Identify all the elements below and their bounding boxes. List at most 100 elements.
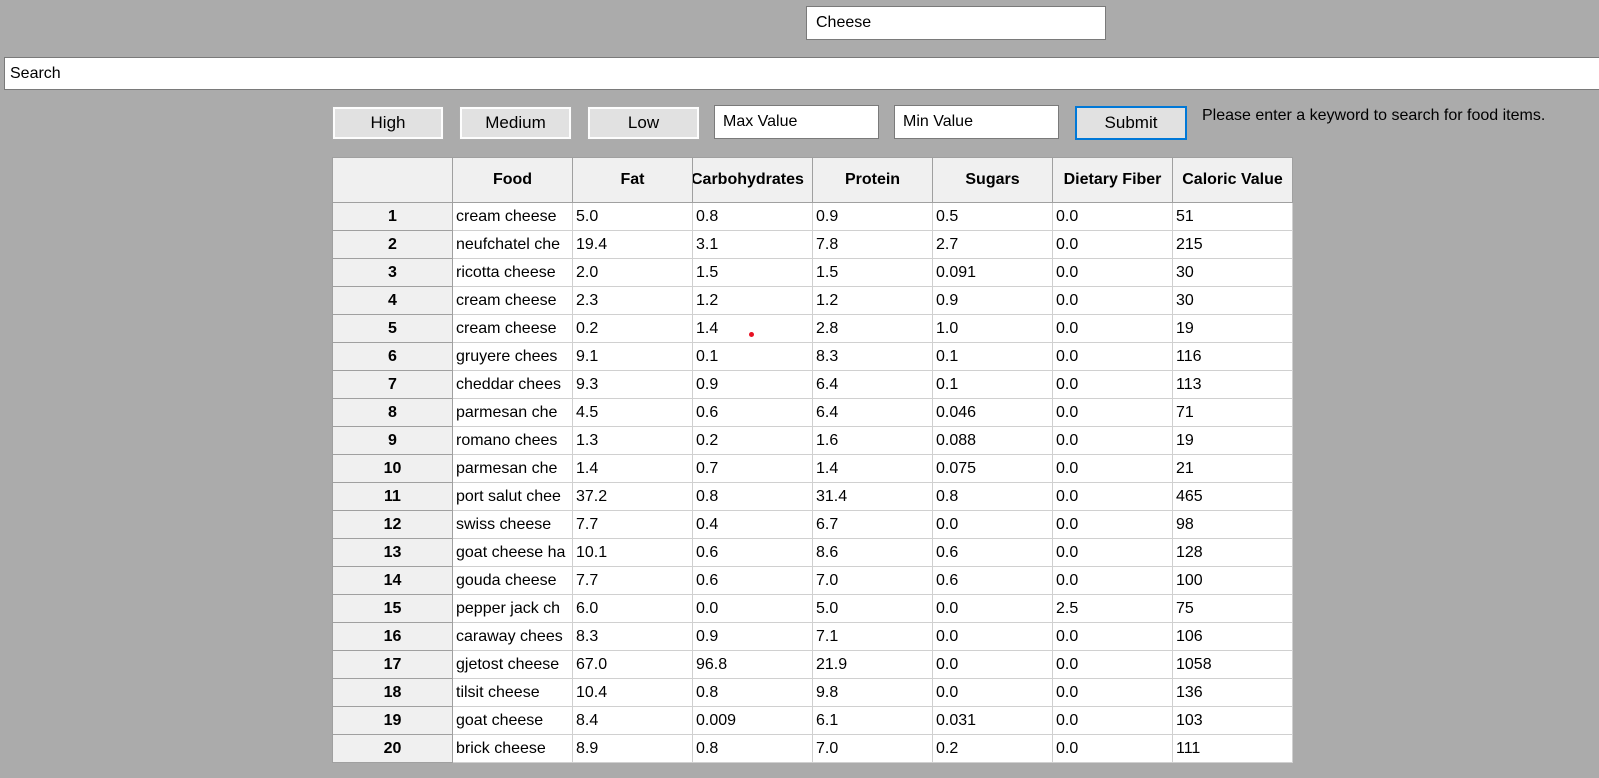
table-row[interactable]: 20 brick cheese 8.9 0.8 7.0 0.2 0.0 111: [332, 734, 1293, 763]
table-cell[interactable]: 67.0: [572, 650, 693, 679]
table-row[interactable]: 16 caraway chees 8.3 0.9 7.1 0.0 0.0 106: [332, 622, 1293, 651]
table-cell[interactable]: goat cheese: [452, 706, 573, 735]
table-cell[interactable]: 1.5: [692, 258, 813, 287]
table-cell[interactable]: port salut chee: [452, 482, 573, 511]
table-cell[interactable]: 0.0: [932, 678, 1053, 707]
table-cell[interactable]: 9.1: [572, 342, 693, 371]
table-cell[interactable]: 1.0: [932, 314, 1053, 343]
row-number-cell[interactable]: 10: [332, 454, 453, 483]
table-cell[interactable]: 111: [1172, 734, 1293, 763]
table-cell[interactable]: 75: [1172, 594, 1293, 623]
table-cell[interactable]: 0.046: [932, 398, 1053, 427]
min-value-input[interactable]: Min Value: [894, 105, 1059, 139]
table-cell[interactable]: 0.6: [692, 566, 813, 595]
table-cell[interactable]: 116: [1172, 342, 1293, 371]
table-cell[interactable]: 0.0: [932, 650, 1053, 679]
table-cell[interactable]: 21.9: [812, 650, 933, 679]
column-header[interactable]: Caloric Value: [1172, 157, 1293, 203]
table-cell[interactable]: 1.2: [692, 286, 813, 315]
table-row[interactable]: 17 gjetost cheese 67.0 96.8 21.9 0.0 0.0 1058: [332, 650, 1293, 679]
table-cell[interactable]: 30: [1172, 286, 1293, 315]
table-cell[interactable]: 0.6: [692, 398, 813, 427]
table-row[interactable]: 2 neufchatel che 19.4 3.1 7.8 2.7 0.0 215: [332, 230, 1293, 259]
table-cell[interactable]: 0.031: [932, 706, 1053, 735]
table-cell[interactable]: 0.9: [692, 622, 813, 651]
table-cell[interactable]: goat cheese ha: [452, 538, 573, 567]
row-number-cell[interactable]: 6: [332, 342, 453, 371]
table-cell[interactable]: 8.3: [812, 342, 933, 371]
table-row[interactable]: 13 goat cheese ha 10.1 0.6 8.6 0.6 0.0 128: [332, 538, 1293, 567]
table-cell[interactable]: 0.8: [692, 734, 813, 763]
table-cell[interactable]: 215: [1172, 230, 1293, 259]
table-cell[interactable]: tilsit cheese: [452, 678, 573, 707]
table-cell[interactable]: 0.0: [1052, 566, 1173, 595]
table-cell[interactable]: 7.7: [572, 566, 693, 595]
table-cell[interactable]: 98: [1172, 510, 1293, 539]
table-cell[interactable]: 0.8: [692, 202, 813, 231]
column-header[interactable]: Fat: [572, 157, 693, 203]
row-number-cell[interactable]: 7: [332, 370, 453, 399]
table-cell[interactable]: 1.3: [572, 426, 693, 455]
table-cell[interactable]: 1.5: [812, 258, 933, 287]
table-cell[interactable]: 6.0: [572, 594, 693, 623]
table-cell[interactable]: 21: [1172, 454, 1293, 483]
table-cell[interactable]: 10.4: [572, 678, 693, 707]
table-cell[interactable]: 0.6: [692, 538, 813, 567]
table-row[interactable]: 1 cream cheese 5.0 0.8 0.9 0.5 0.0 51: [332, 202, 1293, 231]
table-cell[interactable]: 0.0: [1052, 314, 1173, 343]
table-cell[interactable]: 0.0: [1052, 370, 1173, 399]
table-cell[interactable]: 4.5: [572, 398, 693, 427]
table-cell[interactable]: 0.075: [932, 454, 1053, 483]
row-number-cell[interactable]: 3: [332, 258, 453, 287]
table-cell[interactable]: 2.8: [812, 314, 933, 343]
row-number-cell[interactable]: 12: [332, 510, 453, 539]
table-row[interactable]: 6 gruyere chees 9.1 0.1 8.3 0.1 0.0 116: [332, 342, 1293, 371]
table-cell[interactable]: neufchatel che: [452, 230, 573, 259]
table-cell[interactable]: 9.8: [812, 678, 933, 707]
table-cell[interactable]: 96.8: [692, 650, 813, 679]
table-cell[interactable]: gruyere chees: [452, 342, 573, 371]
table-row[interactable]: 14 gouda cheese 7.7 0.6 7.0 0.6 0.0 100: [332, 566, 1293, 595]
column-header[interactable]: Dietary Fiber: [1052, 157, 1173, 203]
table-cell[interactable]: 0.0: [1052, 650, 1173, 679]
table-row[interactable]: 18 tilsit cheese 10.4 0.8 9.8 0.0 0.0 136: [332, 678, 1293, 707]
table-cell[interactable]: 10.1: [572, 538, 693, 567]
table-cell[interactable]: 0.0: [1052, 678, 1173, 707]
table-cell[interactable]: cheddar chees: [452, 370, 573, 399]
table-cell[interactable]: parmesan che: [452, 454, 573, 483]
table-cell[interactable]: 0.088: [932, 426, 1053, 455]
table-cell[interactable]: 128: [1172, 538, 1293, 567]
table-cell[interactable]: 7.8: [812, 230, 933, 259]
table-cell[interactable]: cream cheese: [452, 314, 573, 343]
table-cell[interactable]: 1.2: [812, 286, 933, 315]
column-header[interactable]: Protein: [812, 157, 933, 203]
table-cell[interactable]: gjetost cheese: [452, 650, 573, 679]
table-cell[interactable]: 0.0: [932, 510, 1053, 539]
table-cell[interactable]: 7.0: [812, 734, 933, 763]
table-cell[interactable]: 0.4: [692, 510, 813, 539]
low-button[interactable]: Low: [587, 106, 700, 140]
table-cell[interactable]: 8.3: [572, 622, 693, 651]
table-cell[interactable]: 0.9: [812, 202, 933, 231]
table-cell[interactable]: 0.8: [692, 482, 813, 511]
table-row[interactable]: 9 romano chees 1.3 0.2 1.6 0.088 0.0 19: [332, 426, 1293, 455]
column-header[interactable]: Food: [452, 157, 573, 203]
table-cell[interactable]: 113: [1172, 370, 1293, 399]
submit-button[interactable]: Submit: [1075, 106, 1187, 140]
table-cell[interactable]: 0.0: [932, 594, 1053, 623]
table-cell[interactable]: romano chees: [452, 426, 573, 455]
table-cell[interactable]: caraway chees: [452, 622, 573, 651]
row-number-cell[interactable]: 9: [332, 426, 453, 455]
keyword-input[interactable]: Cheese: [806, 6, 1106, 40]
table-cell[interactable]: 7.7: [572, 510, 693, 539]
row-number-cell[interactable]: 5: [332, 314, 453, 343]
table-cell[interactable]: 1.6: [812, 426, 933, 455]
table-cell[interactable]: 136: [1172, 678, 1293, 707]
high-button[interactable]: High: [332, 106, 444, 140]
table-row[interactable]: 15 pepper jack ch 6.0 0.0 5.0 0.0 2.5 75: [332, 594, 1293, 623]
table-cell[interactable]: 71: [1172, 398, 1293, 427]
row-number-cell[interactable]: 18: [332, 678, 453, 707]
table-cell[interactable]: 0.0: [1052, 622, 1173, 651]
table-cell[interactable]: 8.9: [572, 734, 693, 763]
table-cell[interactable]: 6.4: [812, 398, 933, 427]
